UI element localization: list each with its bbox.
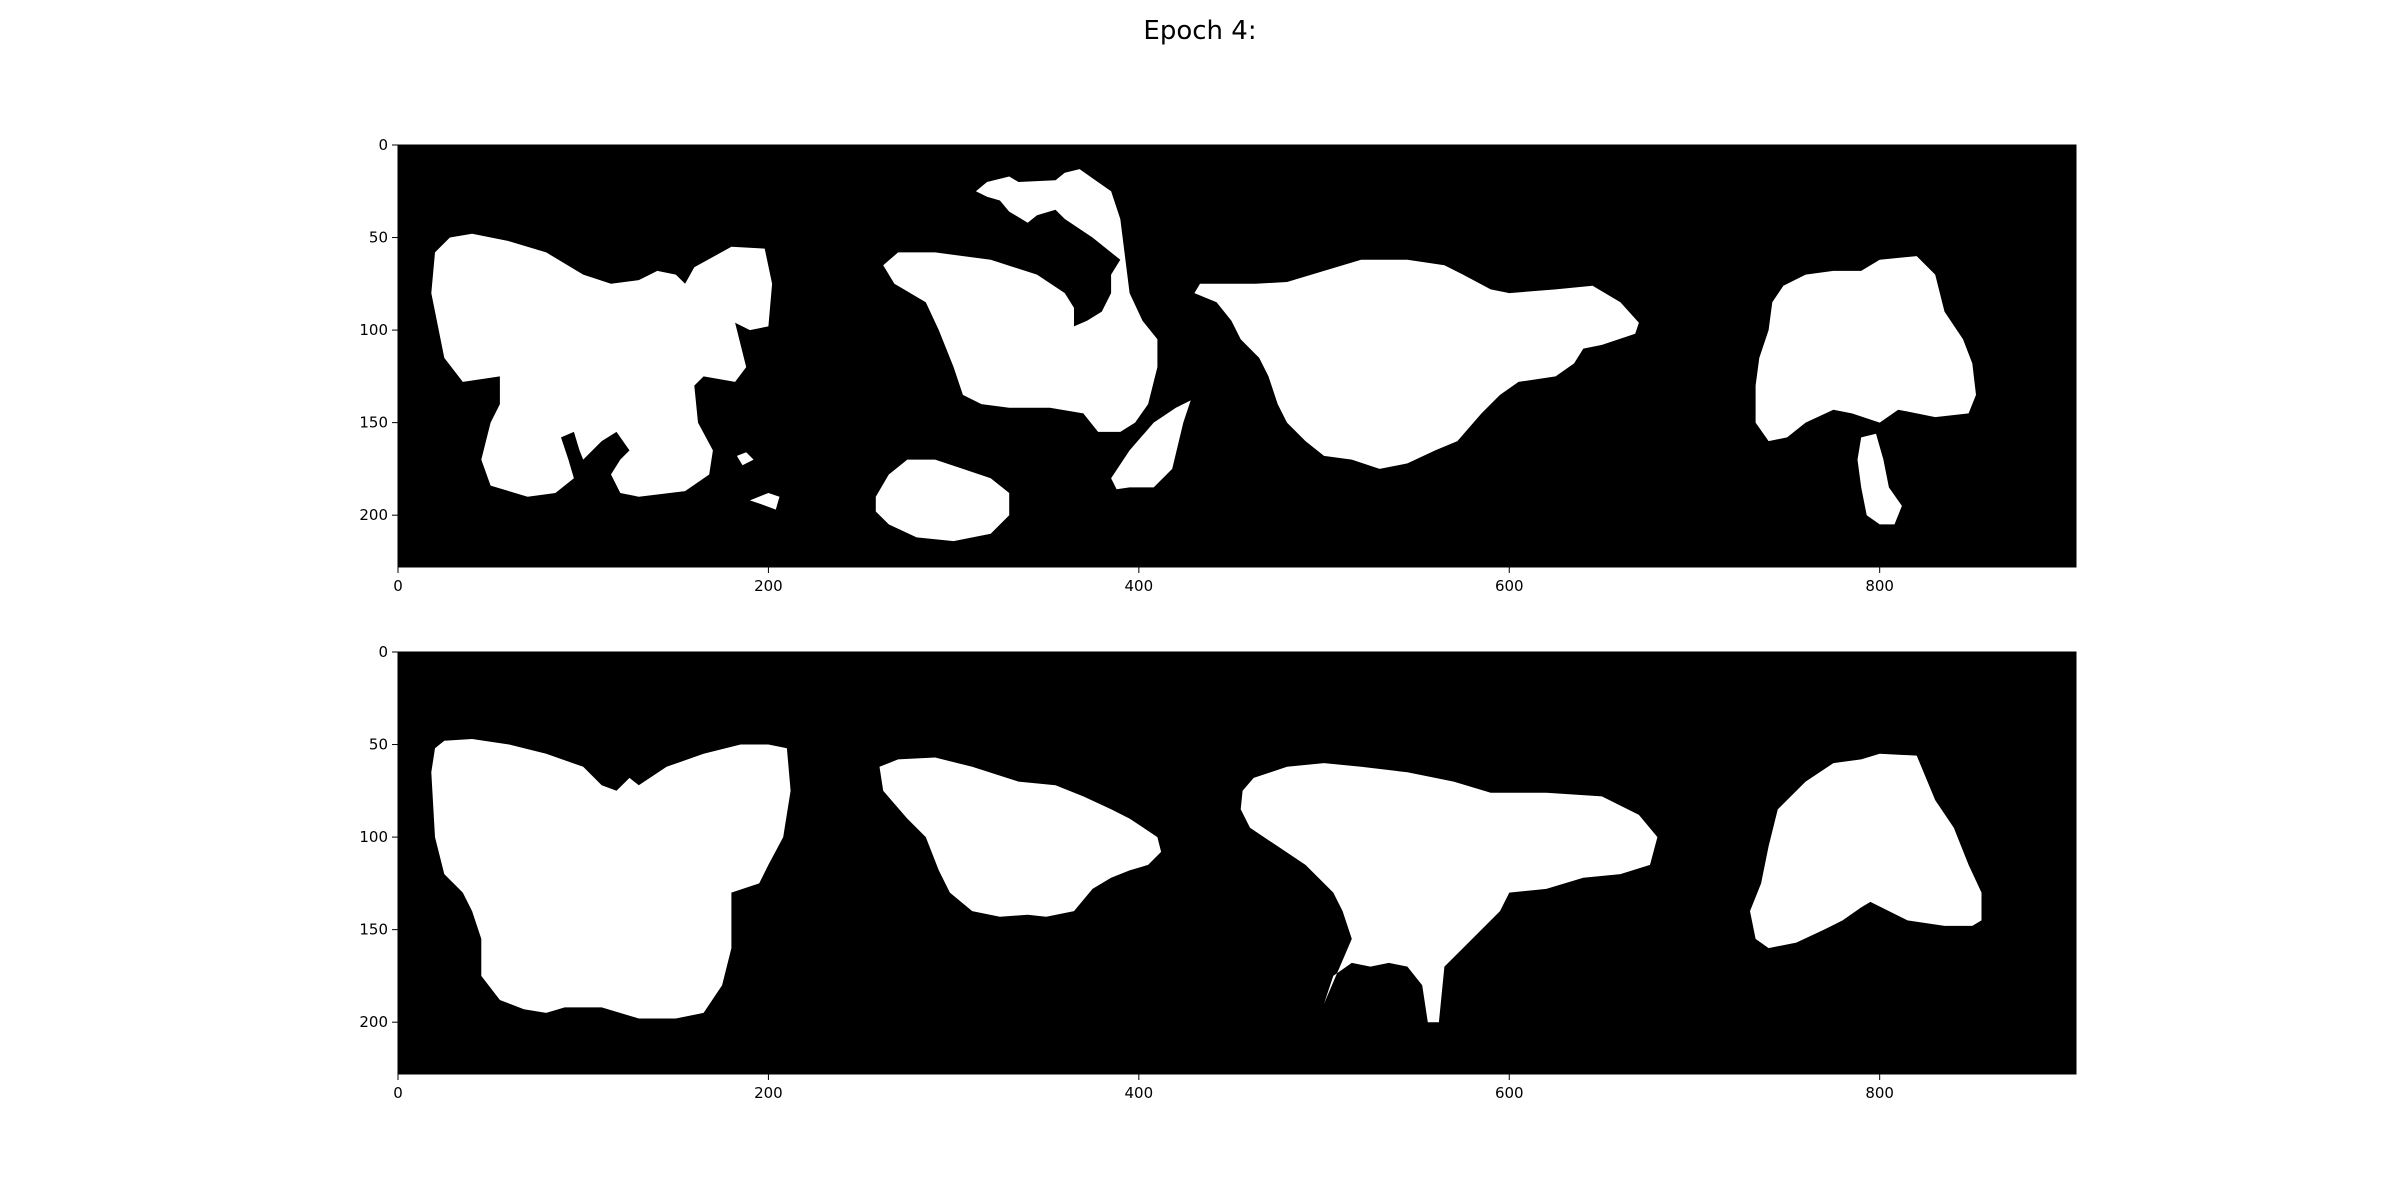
x-tick-label: 600 — [1495, 1084, 1524, 1102]
x-tick-label: 800 — [1865, 1084, 1894, 1102]
mask-blob — [1037, 326, 1047, 342]
y-tick-label: 50 — [369, 229, 388, 247]
y-tick-label: 100 — [359, 828, 388, 846]
y-tick-label: 100 — [359, 321, 388, 339]
mask-blob — [1755, 256, 1976, 442]
mask-blob — [1111, 400, 1191, 490]
y-tick-label: 200 — [359, 1013, 388, 1031]
mask-blob — [875, 459, 1010, 542]
y-tick-label: 0 — [378, 136, 388, 154]
x-tick-label: 200 — [754, 577, 783, 595]
mask-blob — [431, 739, 791, 1019]
mask-blob — [736, 452, 754, 466]
mask-blob — [1194, 259, 1639, 469]
figure-title: Epoch 4: — [1143, 16, 1257, 46]
y-tick-label: 150 — [359, 921, 388, 939]
panel-2: 0 200 400 600 800 0 50 100 150 200 — [359, 643, 2077, 1102]
mask-blob — [1857, 433, 1902, 525]
x-tick-label: 600 — [1495, 577, 1524, 595]
y-tick-label: 150 — [359, 414, 388, 432]
x-tick-label: 400 — [1125, 577, 1154, 595]
y-tick-label: 50 — [369, 736, 388, 754]
y-tick-label: 0 — [378, 643, 388, 661]
mask-blob — [1464, 333, 1482, 345]
mask-blob — [1750, 753, 1982, 949]
panel-1: 0 200 400 600 800 0 50 100 150 200 — [359, 136, 2077, 595]
mask-blob — [749, 493, 780, 510]
x-tick-label: 0 — [393, 577, 403, 595]
x-tick-label: 800 — [1865, 577, 1894, 595]
x-tick-label: 200 — [754, 1084, 783, 1102]
axes-frame — [397, 651, 2077, 1075]
mask-blob — [879, 757, 1162, 917]
x-tick-label: 0 — [393, 1084, 403, 1102]
y-tick-label: 200 — [359, 506, 388, 524]
mask-blob — [431, 233, 773, 497]
mask-blob — [1240, 763, 1658, 1023]
mask-blob — [883, 169, 1158, 432]
x-tick-label: 400 — [1125, 1084, 1154, 1102]
axes-frame — [397, 144, 2077, 568]
